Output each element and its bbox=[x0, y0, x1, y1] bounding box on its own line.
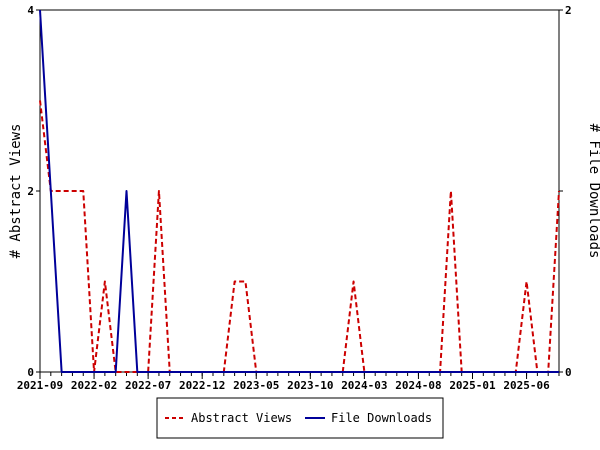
x-tick-label: 2024-08 bbox=[395, 379, 441, 392]
y-axes: 0 2 4 0 2 bbox=[27, 4, 571, 379]
y-right-tick-label: 0 bbox=[565, 366, 572, 379]
plot-area bbox=[39, 9, 560, 373]
y-right-axis-title: # File Downloads bbox=[586, 124, 600, 259]
x-tick-label: 2023-10 bbox=[287, 379, 333, 392]
x-tick-label: 2025-06 bbox=[503, 379, 550, 392]
x-tick-label: 2022-07 bbox=[125, 379, 171, 392]
x-tick-label: 2021-09 bbox=[17, 379, 63, 392]
x-tick-label: 2022-02 bbox=[71, 379, 117, 392]
legend-box bbox=[156, 397, 444, 439]
x-axis: 2021-09 2022-02 2022-07 2022-12 2023-05 2023-… bbox=[17, 372, 560, 392]
y-right-tick-label: 2 bbox=[565, 4, 572, 17]
y-left-tick-label: 4 bbox=[27, 4, 34, 17]
x-tick-label: 2022-12 bbox=[179, 379, 225, 392]
y-left-tick-label: 2 bbox=[27, 185, 34, 198]
legend: Abstract Views File Downloads bbox=[156, 397, 444, 439]
x-tick-label: 2023-05 bbox=[233, 379, 279, 392]
y-left-tick-label: 0 bbox=[27, 366, 34, 379]
y-left-axis-title: # Abstract Views bbox=[8, 124, 24, 259]
legend-label-file-downloads: File Downloads bbox=[331, 411, 432, 425]
x-tick-label: 2024-03 bbox=[341, 379, 387, 392]
series-layer bbox=[39, 9, 560, 373]
x-tick-label: 2025-01 bbox=[449, 379, 496, 392]
legend-label-abstract-views: Abstract Views bbox=[191, 411, 292, 425]
series-line-file-downloads bbox=[39, 9, 559, 373]
